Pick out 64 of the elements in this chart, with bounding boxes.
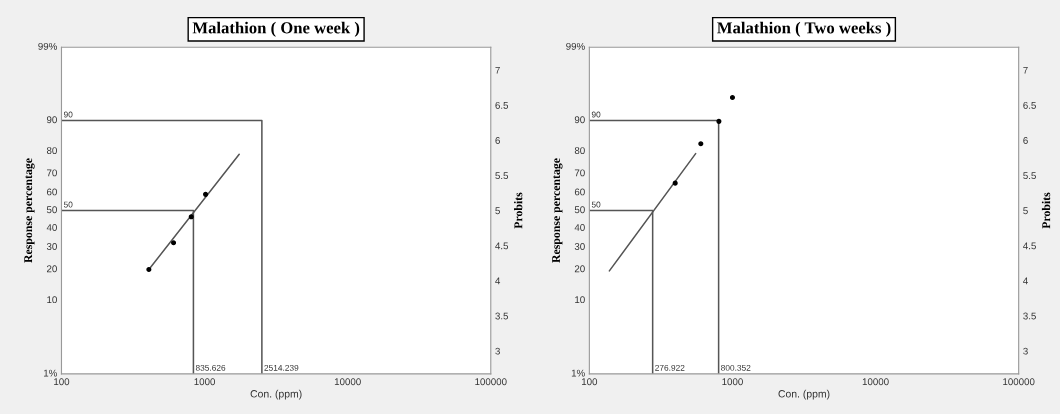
text: 10 bbox=[575, 296, 585, 304]
x-tick-label: 100 bbox=[54, 378, 70, 386]
x-tick-label: 100000 bbox=[1003, 378, 1035, 386]
text: 80 bbox=[574, 147, 585, 155]
text: 90 bbox=[574, 116, 585, 124]
y-tick-label: 4 bbox=[1023, 277, 1028, 285]
x-tick-label: 10000 bbox=[334, 378, 361, 386]
y-tick-label: 7 bbox=[1023, 66, 1028, 74]
y-tick-label: 3.5 bbox=[495, 312, 509, 320]
x-tick-label: 100 bbox=[581, 378, 598, 386]
y-tick-label: 6.5 bbox=[1023, 101, 1036, 109]
text: 20 bbox=[46, 265, 57, 273]
annotation: 90 bbox=[591, 111, 601, 118]
y-tick-label: 4 bbox=[495, 277, 501, 285]
text: 99% bbox=[566, 42, 585, 50]
chart-title: Malathion ( Two weeks ) bbox=[717, 21, 891, 37]
x-tick-label: 1000 bbox=[194, 378, 216, 386]
text: 30 bbox=[46, 243, 57, 250]
y-tick-label: 6 bbox=[495, 137, 500, 144]
x-axis-title: Con. (ppm) bbox=[778, 389, 830, 400]
y-tick-label: 3.5 bbox=[1023, 312, 1036, 320]
text: 50 bbox=[46, 206, 57, 214]
text: 60 bbox=[46, 188, 57, 196]
y-tick-label: 5 bbox=[495, 207, 500, 215]
annotation: 50 bbox=[63, 201, 73, 208]
y-tick-label: 7 bbox=[495, 66, 500, 74]
y-axis-title: Probits bbox=[514, 192, 523, 229]
y-tick-label: 5.5 bbox=[495, 172, 509, 180]
text: 80 bbox=[46, 147, 57, 155]
y-tick-label: 5 bbox=[1023, 207, 1028, 215]
y-tick-label: 3 bbox=[1023, 347, 1028, 355]
annotation: 835.626 bbox=[195, 364, 226, 371]
y-tick-label: 3 bbox=[495, 347, 500, 355]
x-tick-label: 10000 bbox=[862, 378, 889, 386]
y-axis-title: Probits bbox=[1041, 192, 1051, 229]
text: 99% bbox=[38, 42, 57, 50]
chart-title: Malathion ( One week ) bbox=[192, 21, 360, 37]
text: 70 bbox=[574, 169, 585, 177]
y2-axis-title: Response percentage bbox=[24, 158, 35, 263]
text: 90 bbox=[46, 116, 57, 124]
annotation: 2514.239 bbox=[264, 364, 299, 371]
y-tick-label: 6.5 bbox=[495, 101, 509, 109]
x-tick-label: 100000 bbox=[475, 378, 507, 386]
text: 40 bbox=[46, 224, 57, 231]
y-tick-label: 4.5 bbox=[1023, 242, 1036, 250]
annotation: 90 bbox=[63, 111, 73, 118]
text: 30 bbox=[574, 243, 585, 250]
y2-axis-title: Response percentage bbox=[552, 158, 563, 263]
text: 40 bbox=[574, 224, 585, 231]
y-tick-label: 6 bbox=[1023, 137, 1028, 144]
y-tick-label: 4.5 bbox=[495, 242, 509, 250]
annotation: 50 bbox=[591, 201, 601, 208]
text: 60 bbox=[574, 188, 585, 196]
x-axis-title: Con. (ppm) bbox=[250, 389, 302, 400]
text: 1% bbox=[571, 369, 585, 377]
text: 50 bbox=[574, 206, 585, 214]
annotation: 800.352 bbox=[721, 364, 751, 371]
text: 20 bbox=[574, 265, 585, 273]
annotation: 276.922 bbox=[655, 364, 685, 371]
x-tick-label: 1000 bbox=[722, 378, 743, 386]
y-tick-label: 5.5 bbox=[1023, 172, 1036, 180]
text: 1% bbox=[44, 369, 57, 377]
text: 70 bbox=[47, 169, 57, 177]
text: 10 bbox=[47, 296, 57, 304]
